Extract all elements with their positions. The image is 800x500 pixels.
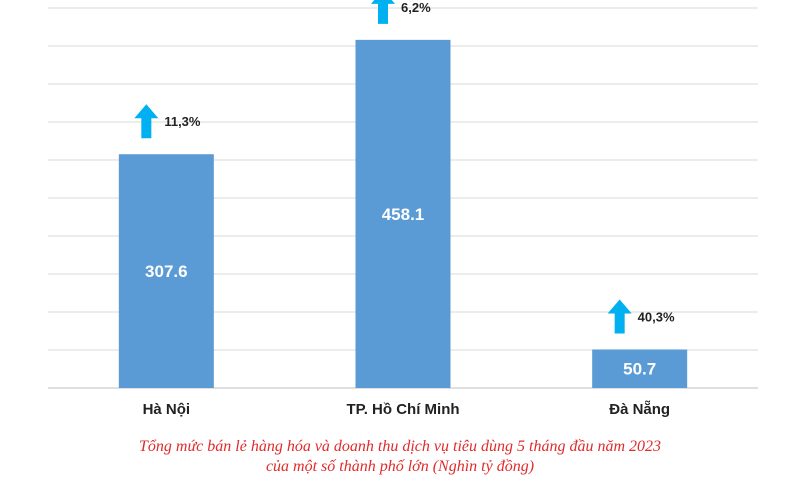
bar-value-label: 307.6 xyxy=(145,262,188,281)
category-label: TP. Hồ Chí Minh xyxy=(346,401,459,418)
growth-indicators: 11,3% 6,2% 40,3% xyxy=(134,0,675,334)
bar-chart: 307.6 458.1 50.7 11,3% 6,2% 40,3% Hà Nội TP. … xyxy=(48,0,758,418)
growth-arrow-icon xyxy=(371,0,395,24)
chart-caption-line-2: của một số thành phố lớn (Nghìn tỷ đồng) xyxy=(265,458,535,475)
bar-value-label: 50.7 xyxy=(623,360,656,379)
bar-value-label: 458.1 xyxy=(382,205,425,224)
chart-caption-line-1: Tổng mức bán lẻ hàng hóa và doanh thu dị… xyxy=(138,438,661,455)
bar xyxy=(592,349,688,388)
bar xyxy=(118,154,214,388)
growth-label: 6,2% xyxy=(401,0,431,15)
category-label: Đà Nẵng xyxy=(609,401,670,418)
growth-label: 11,3% xyxy=(164,114,201,129)
growth-arrow-icon xyxy=(134,104,159,139)
value-labels: 307.6 458.1 50.7 xyxy=(145,205,656,379)
bars xyxy=(118,39,688,389)
growth-label: 40,3% xyxy=(638,309,675,324)
growth-arrow-icon xyxy=(607,299,632,334)
bar xyxy=(355,39,451,389)
category-labels: Hà Nội TP. Hồ Chí Minh Đà Nẵng xyxy=(143,401,671,418)
category-label: Hà Nội xyxy=(143,401,191,418)
